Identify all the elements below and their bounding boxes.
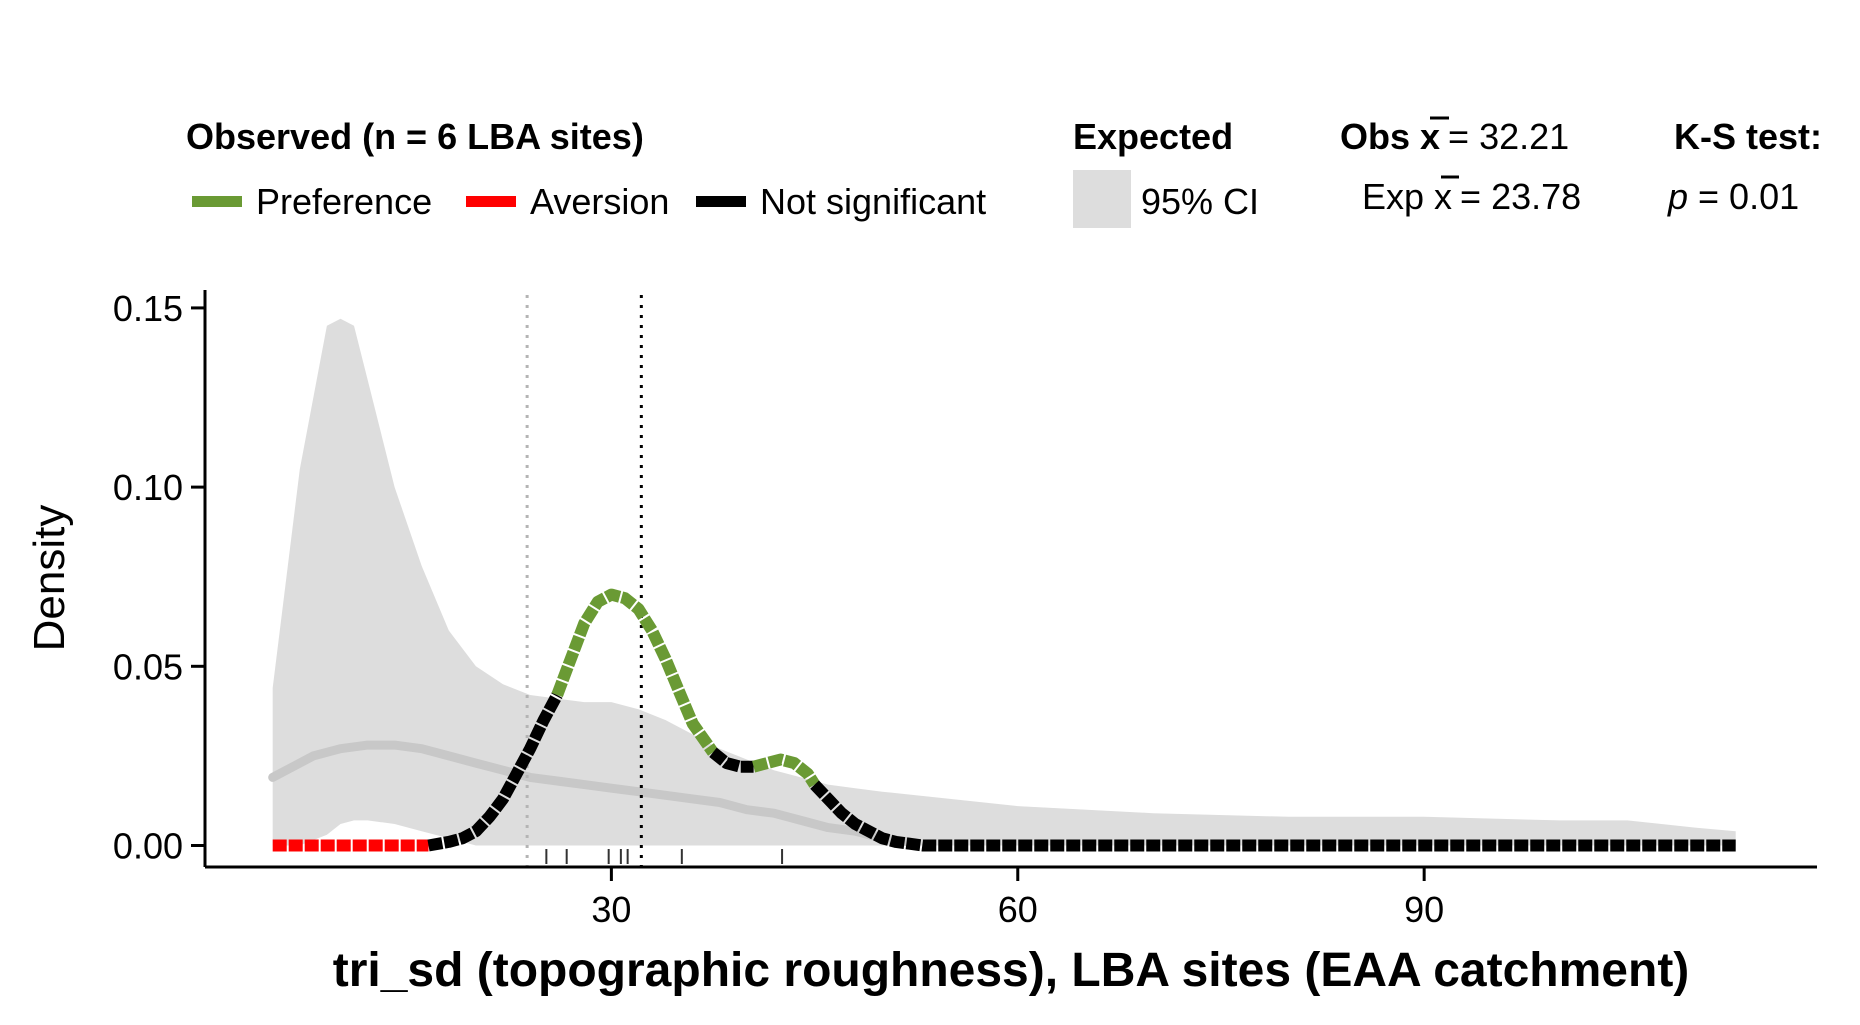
legend-swatch-ci xyxy=(1073,170,1131,228)
observed-segment-preference-4 xyxy=(752,753,820,788)
legend-swatch-aversion xyxy=(466,196,516,207)
y-tick-label-1: 0.05 xyxy=(113,646,183,687)
legend-label-not-significant: Not significant xyxy=(760,181,986,222)
ci-band-layer xyxy=(272,318,1736,846)
obs-mean-symbol: x xyxy=(1420,116,1440,157)
ks-p-text: p = 0.01 xyxy=(1667,176,1799,217)
legend-label-preference: Preference xyxy=(256,181,432,222)
y-axis-label: Density xyxy=(25,505,74,652)
x-axis-label: tri_sd (topographic roughness), LBA site… xyxy=(333,944,1690,997)
x-tick-label-1: 60 xyxy=(998,889,1038,930)
legend-swatch-not-significant xyxy=(696,196,746,207)
y-tick-label-2: 0.10 xyxy=(113,467,183,508)
exp-mean-symbol: x xyxy=(1434,176,1452,217)
obs-mean-text: Obs x = 32.21 xyxy=(1340,116,1569,157)
observed-segment-not-significant-3 xyxy=(709,747,754,773)
expected-curve-layer xyxy=(268,740,914,847)
exp-mean-text: Exp x = 23.78 xyxy=(1362,176,1581,217)
y-tick-label-0: 0.00 xyxy=(113,825,183,866)
legend-label-aversion: Aversion xyxy=(530,181,669,222)
ks-title: K-S test: xyxy=(1674,116,1822,157)
legend: Observed (n = 6 LBA sites) Preference Av… xyxy=(186,116,1822,228)
observed-series-layer xyxy=(272,588,1736,852)
exp-mean-value: = 23.78 xyxy=(1460,176,1581,217)
obs-mean-value: = 32.21 xyxy=(1448,116,1569,157)
x-ticks: 30 60 90 xyxy=(591,867,1444,930)
exp-mean-prefix: Exp xyxy=(1362,176,1434,217)
legend-expected-title: Expected xyxy=(1073,116,1233,157)
obs-mean-prefix: Obs xyxy=(1340,116,1420,157)
observed-segment-not-significant-5 xyxy=(810,780,1736,852)
ks-p-value: = 0.01 xyxy=(1698,176,1799,217)
ci-band xyxy=(272,318,1736,846)
rug-layer xyxy=(545,849,784,864)
legend-observed-title: Observed (n = 6 LBA sites) xyxy=(186,116,644,157)
observed-segment-preference-2 xyxy=(551,588,718,756)
observed-segment-not-significant-1 xyxy=(427,692,563,852)
axes: 0.00 0.05 0.10 0.15 30 60 90 xyxy=(113,288,1817,930)
ks-p-symbol: p xyxy=(1667,176,1688,217)
legend-swatch-preference xyxy=(192,196,242,207)
legend-label-ci: 95% CI xyxy=(1141,181,1259,222)
x-tick-label-0: 30 xyxy=(591,889,631,930)
y-tick-label-3: 0.15 xyxy=(113,288,183,329)
expected-mean-curve xyxy=(268,740,914,847)
x-tick-label-2: 90 xyxy=(1404,889,1444,930)
y-ticks: 0.00 0.05 0.10 0.15 xyxy=(113,288,205,866)
